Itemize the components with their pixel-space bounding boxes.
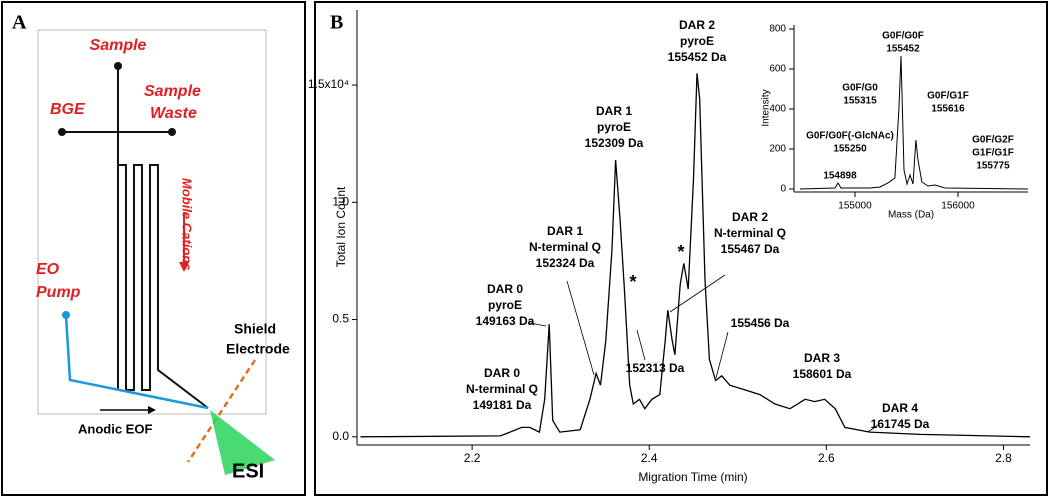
x-tick-label: 156000	[941, 201, 975, 212]
annotation: 155452	[886, 44, 920, 55]
annotation: DAR 3	[804, 351, 840, 365]
leader-line	[669, 274, 726, 313]
y-axis-label: Intensity	[761, 89, 772, 126]
y-tick-label: 0.0	[332, 429, 349, 443]
reservoirs	[58, 62, 176, 136]
leader-line	[715, 331, 729, 379]
annotation: G0F/G2F	[972, 135, 1014, 146]
annotation: 149181 Da	[473, 398, 532, 412]
annotation: 155616	[931, 104, 965, 115]
chip-outline	[37, 29, 267, 415]
x-tick-label: 2.6	[818, 451, 835, 465]
eof-arrowhead	[148, 406, 156, 414]
annotation: 155315	[843, 96, 877, 107]
annotation: 155775	[976, 161, 1010, 172]
shield-line	[186, 359, 257, 463]
annotation: 158601 Da	[793, 367, 852, 381]
annotation: G0F/G0	[842, 83, 878, 94]
annotation: pyroE	[597, 120, 631, 134]
annotation: 149163 Da	[476, 314, 535, 328]
x-tick-label: 2.4	[641, 451, 658, 465]
label-shield: Shield	[234, 321, 276, 337]
panel-a-frame	[1, 1, 306, 496]
inset-bg	[794, 25, 1028, 192]
annotation: N-terminal Q	[466, 382, 538, 396]
annotation: DAR 0	[487, 282, 523, 296]
annotation: N-terminal Q	[529, 240, 601, 254]
leader-line	[529, 322, 547, 327]
annotation: DAR 4	[882, 401, 918, 415]
annotation: *	[677, 242, 684, 262]
annotation: 155467 Da	[721, 242, 780, 256]
annotation: DAR 2	[732, 210, 768, 224]
x-axis-label: Migration Time (min)	[638, 470, 747, 484]
annotation: 152313 Da	[626, 361, 685, 375]
y-tick-label: 600	[769, 64, 786, 75]
x-tick-label: 155000	[838, 201, 872, 212]
x-axis-label: Mass (Da)	[888, 210, 934, 221]
y-tick-label: 800	[769, 24, 786, 35]
cation-arrowhead	[179, 262, 189, 272]
annotation: G1F/G1F	[972, 148, 1014, 159]
x-tick-label: 2.8	[995, 451, 1012, 465]
label-esi: ESI	[232, 460, 264, 482]
panel-b-frame	[314, 1, 1048, 496]
trace	[799, 55, 1029, 190]
annotation: DAR 1	[547, 224, 583, 238]
annotation: N-terminal Q	[714, 226, 786, 240]
y-tick-label: 0	[780, 184, 786, 195]
label-shield: Electrode	[226, 341, 290, 357]
label-sample-waste: Waste	[150, 105, 197, 122]
channels	[62, 66, 209, 409]
annotation: G0F/G0F	[882, 31, 924, 42]
annotation: 155456 Da	[731, 316, 790, 330]
annotation: pyroE	[488, 298, 522, 312]
y-tick-label: 400	[769, 104, 786, 115]
annotation: G0F/G1F	[927, 91, 969, 102]
label-eo-pump: Pump	[36, 284, 81, 301]
esi-spray	[210, 410, 275, 475]
trace	[360, 73, 1031, 438]
leader-line	[867, 424, 879, 433]
annotation: DAR 1	[596, 104, 632, 118]
label-eo-pump: EO	[36, 261, 60, 278]
label-sample: Sample	[90, 37, 147, 54]
annotation: 161745 Da	[871, 417, 930, 431]
annotation: 152324 Da	[536, 256, 595, 270]
panel-label: B	[330, 12, 343, 34]
annotation: pyroE	[680, 34, 714, 48]
eo-pump-dot	[62, 311, 70, 319]
leader-line	[566, 280, 595, 376]
annotation: 154898	[823, 171, 857, 182]
eo-pump-channel	[64, 315, 209, 410]
annotation: *	[629, 272, 636, 292]
label-sample-waste: Sample	[144, 83, 201, 100]
x-tick-label: 2.2	[464, 451, 481, 465]
y-tick-label: 200	[769, 144, 786, 155]
annotation: 155250	[833, 144, 867, 155]
leader-line	[636, 329, 646, 361]
label-bge: BGE	[50, 101, 86, 118]
y-tick-label: 0.5	[332, 312, 349, 326]
panel-label: A	[12, 12, 27, 34]
annotation: DAR 0	[484, 366, 520, 380]
label-mobile-cations: Mobile Cations	[180, 178, 195, 270]
y-tick-label: 1.5x10⁴	[308, 77, 349, 91]
y-tick-label: 1.0	[332, 194, 349, 208]
annotation: 152309 Da	[585, 136, 644, 150]
y-axis-label: Total Ion Count	[334, 186, 348, 267]
annotation: G0F/G0F(-GlcNAc)	[806, 131, 894, 142]
annotation: 155452 Da	[668, 50, 727, 64]
label-anodic-eof: Anodic EOF	[78, 421, 152, 436]
annotation: DAR 2	[679, 18, 715, 32]
